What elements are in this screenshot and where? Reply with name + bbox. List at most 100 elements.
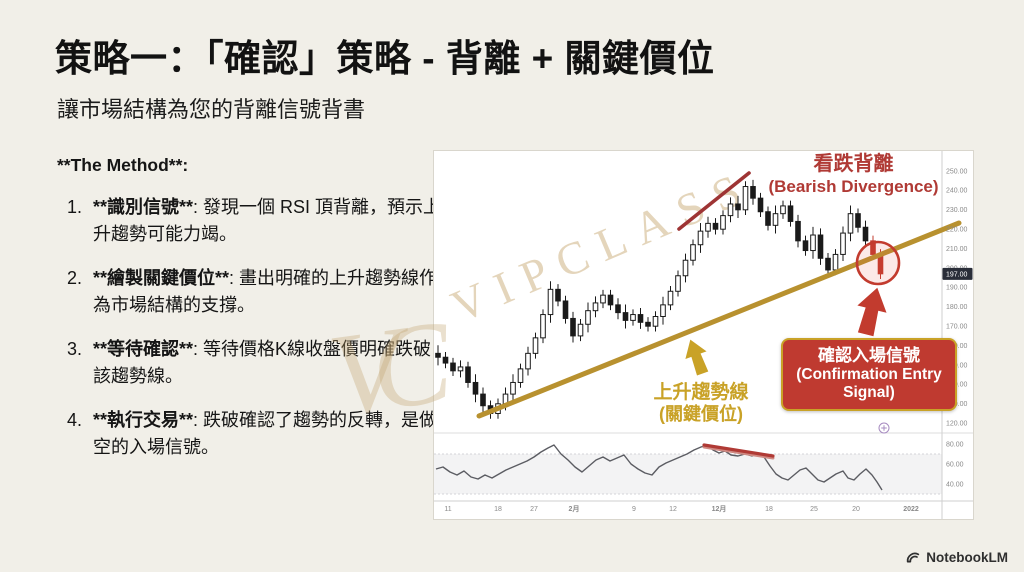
vipclass-watermark-text: VIPCLASS xyxy=(444,160,760,332)
x-axis-label: 2022 xyxy=(903,506,919,513)
page-title: 策略一：「確認」策略 - 背離 + 關鍵價位 xyxy=(55,38,715,79)
candle-body xyxy=(780,205,786,215)
candle-body xyxy=(862,226,869,242)
x-axis-label: 18 xyxy=(765,506,773,513)
candle-body xyxy=(630,314,636,321)
candle-body xyxy=(682,259,689,277)
price-axis-label: 190.00 xyxy=(946,285,968,292)
candle-body xyxy=(675,275,681,292)
x-axis-label: 12 xyxy=(669,506,677,513)
candle-body xyxy=(435,352,441,358)
method-item-1: 1. **識別信號**: 發現一個 RSI 頂背離，預示上升趨勢可能力竭。 xyxy=(57,194,449,248)
current-price-tag-label: 197.00 xyxy=(946,271,968,278)
candle-body xyxy=(555,288,561,302)
candle-body xyxy=(690,244,696,261)
x-axis-label: 18 xyxy=(494,506,502,513)
breakdown-highlight-circle xyxy=(855,240,901,286)
notebooklm-logo-icon xyxy=(907,552,920,563)
candle-body xyxy=(757,197,764,213)
candle-body xyxy=(817,234,824,259)
method-item-keyword: **繪製關鍵價位** xyxy=(93,268,230,289)
price-axis-label: 250.00 xyxy=(946,168,968,175)
candle-body xyxy=(795,220,801,242)
method-list: 1. **識別信號**: 發現一個 RSI 頂背離，預示上升趨勢可能力竭。 2. **… xyxy=(57,194,449,461)
x-axis-label: 25 xyxy=(810,506,818,513)
candle-body xyxy=(840,232,846,255)
candle-body xyxy=(540,314,546,339)
uptrend-line-label: 上升趨勢線 (關鍵價位) xyxy=(653,382,749,425)
candle-body xyxy=(660,304,666,318)
candle-body xyxy=(847,213,854,234)
x-axis-label: 20 xyxy=(852,506,860,513)
method-item-2: 2. **繪製關鍵價位**: 畫出明確的上升趨勢線作為市場結構的支撐。 xyxy=(57,265,449,319)
method-heading: **The Method**: xyxy=(57,155,189,175)
current-price-tag xyxy=(942,267,973,280)
x-axis-label: 11 xyxy=(444,506,451,513)
candle-body xyxy=(772,213,779,226)
candle-body xyxy=(525,352,531,370)
price-axis-label: 120.00 xyxy=(946,421,968,428)
candle-body xyxy=(697,230,704,246)
candle-body xyxy=(667,290,674,306)
x-axis-label: 12月 xyxy=(712,505,727,513)
method-item-text: : 跌破確認了趨勢的反轉，是做空的入場信號。 xyxy=(93,410,438,458)
price-axis-label: 210.00 xyxy=(946,246,968,253)
candle-body xyxy=(577,323,584,337)
candle-body xyxy=(855,213,861,228)
x-axis-label: 9 xyxy=(632,506,636,513)
candle-body xyxy=(645,321,651,327)
candle-body xyxy=(802,240,809,252)
price-axis-label: 220.00 xyxy=(946,227,968,234)
notebooklm-logo-text: NotebookLM xyxy=(926,549,1008,565)
rsi-axis-label: 60.00 xyxy=(946,461,964,468)
candle-body xyxy=(570,317,576,337)
notebooklm-branding: NotebookLM xyxy=(905,549,1008,565)
method-item-4: 4. **執行交易**: 跌破確認了趨勢的反轉，是做空的入場信號。 xyxy=(57,407,449,461)
candle-body xyxy=(450,362,456,372)
candle-body xyxy=(810,234,816,252)
candle-body xyxy=(720,215,726,230)
rsi-axis-label: 80.00 xyxy=(946,441,964,448)
candle-body xyxy=(825,257,831,271)
price-axis-label: 180.00 xyxy=(946,304,968,311)
candle-body xyxy=(727,203,734,217)
x-axis-label: 2月 xyxy=(569,505,580,513)
candle-body xyxy=(517,368,524,383)
candle-body xyxy=(832,253,839,271)
candle-body xyxy=(480,393,486,407)
candle-body xyxy=(787,205,794,222)
candle-body xyxy=(465,366,471,383)
candle-body xyxy=(562,300,569,319)
candle-body xyxy=(765,211,771,226)
method-item-number: 4. xyxy=(67,410,83,431)
method-item-text: : 等待價格K線收盤價明確跌破該趨勢線。 xyxy=(93,339,432,387)
x-axis-label: 27 xyxy=(530,506,538,513)
candle-body xyxy=(472,381,479,395)
page-subtitle: 讓市場結構為您的背離信號背書 xyxy=(57,97,366,122)
rsi-divergence-line xyxy=(702,443,775,458)
candle-body xyxy=(637,314,644,323)
method-item-number: 2. xyxy=(67,268,83,289)
method-item-keyword: **執行交易** xyxy=(93,410,194,431)
candle-body xyxy=(870,240,876,255)
method-item-text: : 畫出明確的上升趨勢線作為市場結構的支撐。 xyxy=(93,268,438,316)
method-item-number: 1. xyxy=(67,197,83,218)
red-up-arrow xyxy=(857,287,887,337)
price-axis-label: 230.00 xyxy=(946,207,968,214)
rsi-line xyxy=(435,444,883,491)
candle-body xyxy=(607,294,614,306)
method-item-text: : 發現一個 RSI 頂背離，預示上升趨勢可能力竭。 xyxy=(93,197,442,245)
candle-body xyxy=(712,222,719,230)
candle-body xyxy=(547,288,554,316)
candle-body xyxy=(615,304,621,314)
candle-body xyxy=(735,203,741,211)
method-panel: **The Method**: 1. **識別信號**: 發現一個 RSI 頂背離… xyxy=(57,152,449,478)
candle-body xyxy=(442,356,449,364)
price-divergence-line xyxy=(677,171,751,231)
candle-body xyxy=(592,302,599,312)
gold-up-arrow xyxy=(685,339,709,376)
method-item-keyword: **識別信號** xyxy=(93,197,194,218)
rsi-band xyxy=(434,454,942,494)
uptrend-line xyxy=(476,220,962,419)
candle-body xyxy=(652,316,659,327)
